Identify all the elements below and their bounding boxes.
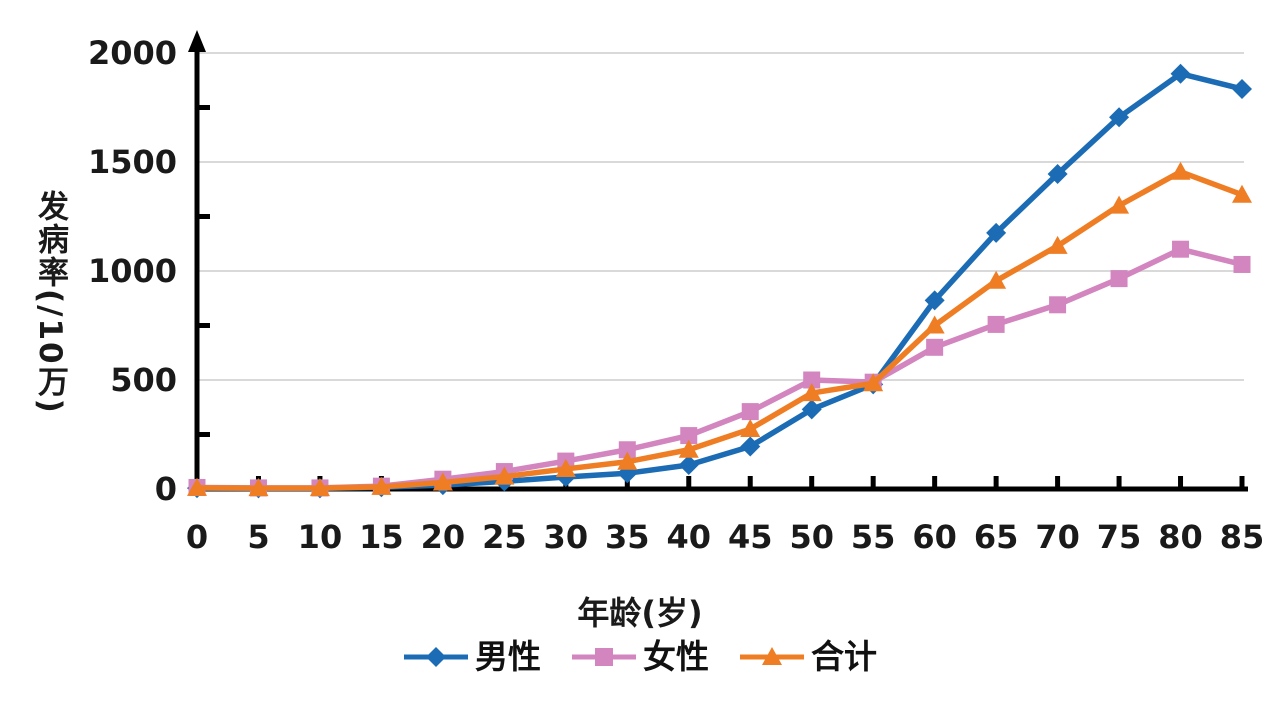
legend-label-female: 女性 [643, 637, 709, 676]
legend-item-male: 男性 [403, 640, 541, 673]
legend-item-total: 合计 [739, 640, 877, 673]
svg-text:1500: 1500 [88, 143, 177, 181]
total-series-line [194, 169, 1245, 491]
svg-text:25: 25 [482, 518, 527, 556]
legend-item-female: 女性 [571, 640, 709, 673]
svg-text:45: 45 [728, 518, 773, 556]
svg-text:500: 500 [110, 361, 177, 399]
gridlines [199, 52, 1244, 381]
svg-text:2000: 2000 [88, 34, 177, 72]
x-axis-title: 年龄(岁) [577, 594, 703, 632]
svg-text:70: 70 [1035, 518, 1080, 556]
svg-text:55: 55 [851, 518, 896, 556]
legend-label-male: 男性 [475, 637, 541, 676]
x-tick-labels: 0 5 10 15 20 25 30 35 40 45 50 55 60 65 70 75 80 85 [186, 518, 1264, 556]
female-series-markers [188, 240, 1251, 497]
svg-text:85: 85 [1220, 518, 1265, 556]
svg-text:75: 75 [1097, 518, 1142, 556]
legend: 男性 女性 合计 [0, 640, 1280, 673]
svg-text:0: 0 [186, 518, 208, 556]
y-axis-arrow-icon [188, 30, 206, 52]
svg-text:30: 30 [544, 518, 589, 556]
total-line-marker-icon [740, 646, 804, 665]
svg-text:60: 60 [912, 518, 957, 556]
y-tick-labels: 0 500 1000 1500 2000 [88, 34, 177, 508]
svg-text:1000: 1000 [88, 252, 177, 290]
y-axis-minor-ticks [197, 105, 210, 437]
svg-text:65: 65 [974, 518, 1019, 556]
svg-text:40: 40 [666, 518, 711, 556]
svg-text:0: 0 [155, 470, 177, 508]
legend-label-total: 合计 [811, 637, 877, 676]
svg-text:15: 15 [359, 518, 404, 556]
female-line-marker-icon [572, 647, 636, 666]
svg-text:5: 5 [247, 518, 269, 556]
svg-text:20: 20 [421, 518, 466, 556]
total-series-markers [187, 161, 1252, 497]
svg-text:35: 35 [605, 518, 650, 556]
y-axis-title: 发病率(/10万) [32, 190, 68, 415]
series-total [187, 161, 1252, 497]
svg-text:10: 10 [298, 518, 343, 556]
female-series-line [194, 246, 1245, 491]
svg-text:80: 80 [1158, 518, 1203, 556]
male-line-marker-icon [404, 646, 468, 667]
series-male [187, 63, 1252, 499]
male-series-markers [187, 63, 1252, 499]
svg-text:50: 50 [789, 518, 834, 556]
